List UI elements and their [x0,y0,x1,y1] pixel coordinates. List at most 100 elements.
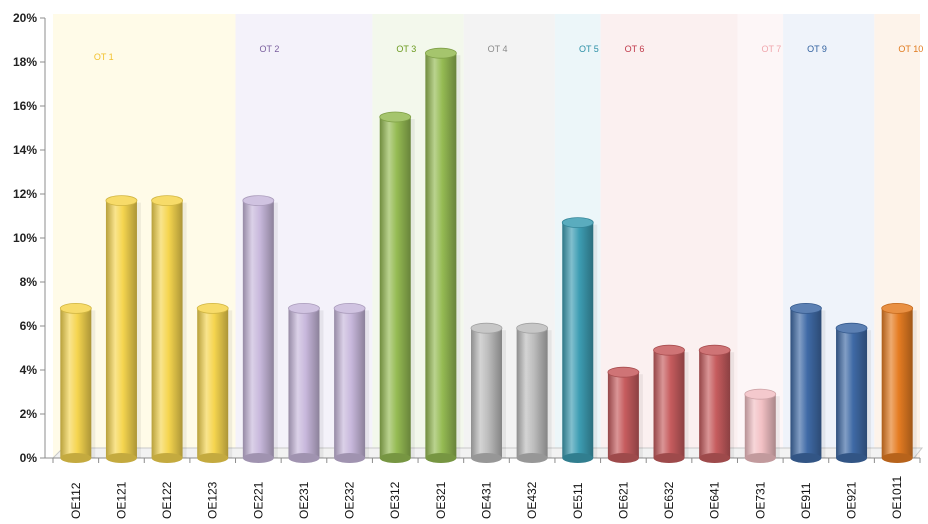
bar-body [471,328,502,458]
bar-base [242,453,274,463]
bar [105,195,141,463]
bar-body [60,308,92,458]
group-label: OT 6 [625,44,645,54]
bar [242,195,278,463]
bar [698,344,735,463]
bar-body [790,308,822,458]
bar-base [334,453,366,463]
bar-top [424,47,457,59]
bar-base [151,453,183,463]
bar-top [196,302,229,314]
x-tick-label: OE112 [69,482,83,519]
x-tick-label: OE121 [114,481,128,519]
y-tick-label: 20% [13,11,37,25]
x-tick-label: OE921 [845,481,859,519]
x-tick-label: OE232 [343,481,357,519]
group-label: OT 9 [807,44,827,54]
bar-top [653,344,685,356]
bar-base [288,453,320,463]
y-tick-label: 14% [13,143,37,157]
x-tick-label: OE621 [616,481,630,519]
bar-body [151,200,183,458]
bar-top [881,302,914,314]
bar [744,388,780,463]
x-tick-label: OE312 [388,481,402,519]
x-tick-label: OE1011 [890,476,904,519]
bar-body [334,308,366,458]
bar-base [197,453,229,463]
bar-base [699,453,731,463]
bar [835,322,872,463]
group-label: OT 2 [260,44,280,54]
bar [607,366,643,463]
bar-top [151,195,183,207]
group-label: OT 10 [898,44,923,54]
bar-top [333,302,366,314]
bar-base [562,453,594,463]
bar [470,322,506,463]
bar [333,302,370,463]
bar-base [836,453,868,463]
bar [424,47,461,463]
bar-body [197,308,229,458]
x-tick-label: OE641 [708,481,722,519]
bar-body [836,328,868,458]
bar-top [698,344,731,356]
y-tick-label: 10% [13,231,37,245]
group-label: OT 5 [579,44,599,54]
bar-top [470,322,503,334]
x-tick-label: OE221 [251,481,265,519]
x-tick-label: OE122 [160,481,174,519]
bar-body [562,222,594,458]
y-tick-label: 4% [20,363,38,377]
group-label: OT 1 [94,52,114,62]
x-tick-label: OE632 [662,481,676,519]
bar-top [790,302,822,314]
bar-body [288,308,320,458]
bar-top [835,322,868,334]
x-tick-label: OE231 [297,481,311,519]
group-label: OT 3 [396,44,416,54]
x-tick-label: OE321 [434,481,448,519]
bar-top [561,217,594,229]
y-tick-label: 2% [20,407,38,421]
bar-top [516,322,549,334]
y-tick-label: 12% [13,187,37,201]
bar [881,302,917,463]
bar-base [881,453,913,463]
bar-body [881,308,913,458]
bar-top [105,195,138,207]
bar [196,302,233,463]
y-tick-label: 18% [13,55,37,69]
bar-top [744,388,777,400]
bar-base [790,453,822,463]
bar-base [607,453,639,463]
x-tick-label: OE731 [753,481,767,519]
bar-body [425,53,457,458]
bar-body [242,200,274,458]
y-tick-label: 6% [20,319,38,333]
bar [379,111,415,463]
bar [516,322,552,463]
bar-body [699,350,731,458]
bar-body [607,372,639,458]
bar-body [105,200,137,458]
bar-top [59,302,92,314]
x-tick-label: OE123 [206,481,220,519]
bar-base [744,453,776,463]
x-tick-label: OE511 [571,482,585,519]
bar-base [379,453,411,463]
bar-base [425,453,457,463]
bar-body [744,394,776,458]
bar-body [516,328,548,458]
x-tick-label: OE432 [525,481,539,519]
y-tick-label: 0% [20,451,38,465]
bar-top [242,195,275,207]
bar-top [288,302,320,314]
bar-base [471,453,502,463]
group-label: OT 4 [488,44,508,54]
bar-top [379,111,412,123]
group-band [737,14,784,458]
